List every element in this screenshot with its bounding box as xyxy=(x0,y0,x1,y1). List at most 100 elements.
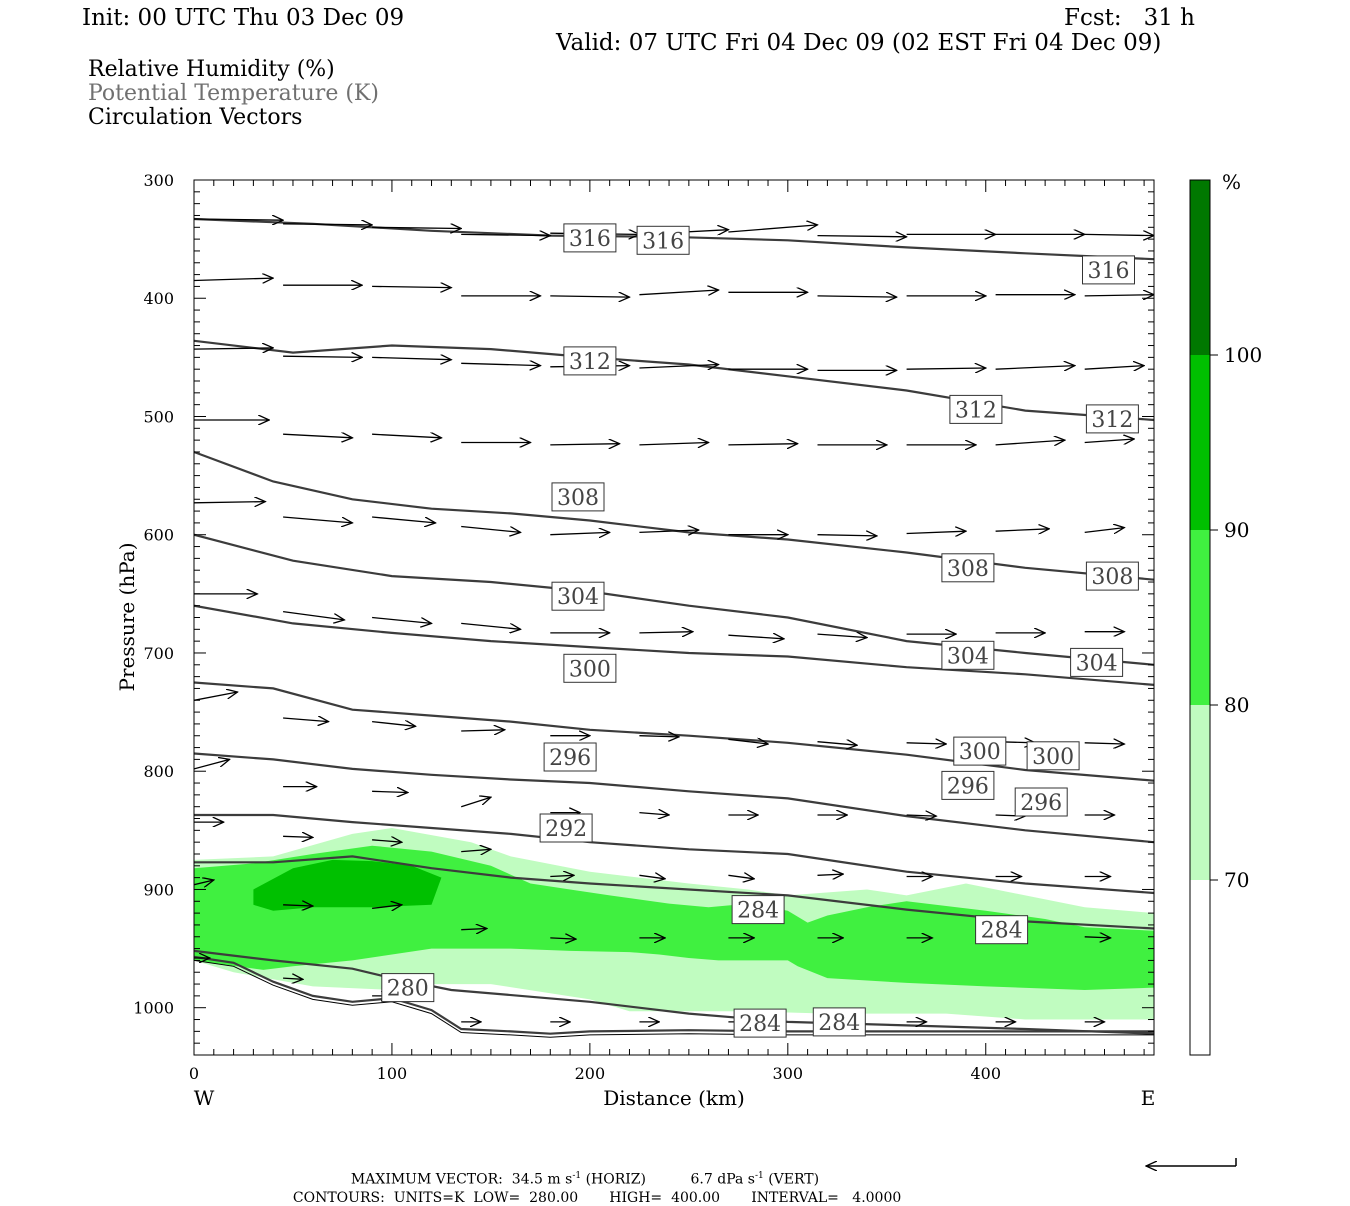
contour-label-316: 316 xyxy=(1088,259,1130,284)
contour-label-296: 296 xyxy=(549,746,591,771)
contour-label-box xyxy=(733,1008,787,1038)
contours-low-label: LOW= xyxy=(473,1190,521,1206)
contour-label-box xyxy=(563,223,617,253)
contour-label-296: 296 xyxy=(1020,791,1062,816)
circulation-vector xyxy=(550,875,574,876)
colorbar-frame xyxy=(1189,179,1211,1056)
circulation-vector xyxy=(461,730,505,731)
contour-label-box xyxy=(563,346,617,376)
circulation-vector xyxy=(550,296,629,297)
contour-label-300: 300 xyxy=(959,740,1001,765)
rh-fill-layer xyxy=(194,828,1154,1020)
circulation-vector xyxy=(728,444,797,445)
circulation-vector xyxy=(194,348,273,349)
contour-label-284: 284 xyxy=(818,1011,860,1036)
rh-colorbar: 70 80 90 100 xyxy=(1189,179,1262,1056)
circulation-vector xyxy=(372,357,451,359)
x-end-east: E xyxy=(1141,1086,1156,1110)
circulation-vector xyxy=(906,531,966,533)
contour-label-box xyxy=(941,640,995,670)
contours-low: 280.00 xyxy=(529,1190,579,1206)
circulation-vector xyxy=(461,929,487,930)
x-tick-label: 400 xyxy=(970,1064,1001,1083)
colorbar-level-label: 70 xyxy=(1224,868,1249,892)
circulation-vector xyxy=(817,742,858,746)
contour-label-box xyxy=(543,742,597,772)
circulation-vector xyxy=(1084,528,1125,533)
max-vert-value: 6.7 dPa s xyxy=(690,1171,755,1188)
colorbar-segment xyxy=(1190,355,1210,530)
contour-label-284: 284 xyxy=(981,919,1023,944)
contour-label-box xyxy=(1082,255,1135,285)
circulation-vector xyxy=(639,813,669,815)
circulation-vector xyxy=(817,296,897,297)
circulation-vector xyxy=(372,840,402,842)
contour-label-box xyxy=(949,394,1003,424)
x-end-west: W xyxy=(194,1086,215,1110)
reference-vector xyxy=(1146,1158,1237,1166)
contour-label-box xyxy=(941,553,995,583)
field-theta-label: Potential Temperature (K) xyxy=(88,81,379,106)
circulation-vector xyxy=(461,234,550,235)
x-tick-label: 200 xyxy=(575,1064,606,1083)
circulation-vector xyxy=(639,875,665,879)
colorbar-segment xyxy=(1190,705,1210,880)
colorbar-unit: % xyxy=(1222,170,1241,194)
circulation-vector xyxy=(372,227,461,228)
contour-label-box xyxy=(975,915,1029,945)
circulation-vector xyxy=(1084,439,1135,443)
max-vert-unit: (VERT) xyxy=(768,1171,820,1188)
contour-label-280: 280 xyxy=(387,977,429,1002)
circulation-vector xyxy=(283,836,313,837)
theta-contour-296 xyxy=(194,752,1154,844)
theta-contour-288 xyxy=(194,855,1154,930)
circulation-vector xyxy=(194,278,273,280)
contour-label-box xyxy=(1014,787,1068,817)
circulation-vector xyxy=(906,815,937,816)
circulation-vector xyxy=(639,736,679,737)
field-rh-label: Relative Humidity (%) xyxy=(88,57,335,82)
x-tick-label: 300 xyxy=(773,1064,804,1083)
circulation-vector xyxy=(1084,937,1111,938)
circulation-vector xyxy=(1084,366,1144,370)
contour-label-box xyxy=(551,581,605,611)
circulation-vector xyxy=(283,516,352,523)
circulation-vector xyxy=(639,530,698,532)
circulation-vector xyxy=(639,365,718,369)
contour-label-box xyxy=(731,895,785,925)
circulation-vector xyxy=(817,535,877,536)
contour-label-box xyxy=(941,770,995,800)
field-vectors-label: Circulation Vectors xyxy=(88,105,303,130)
contour-label-box xyxy=(381,973,435,1003)
colorbar-segment xyxy=(1190,180,1210,355)
contours-line: CONTOURS: UNITS=K LOW= 280.00 HIGH= 400.… xyxy=(284,1177,901,1205)
rh-region-90-100 xyxy=(253,859,442,911)
contours-interval: 4.0000 xyxy=(852,1190,902,1206)
circulation-vector xyxy=(283,978,303,979)
circulation-vector xyxy=(372,516,435,523)
circulation-vector xyxy=(283,905,313,906)
circulation-vector xyxy=(995,366,1075,370)
max-horiz-value: 34.5 m s xyxy=(511,1171,573,1188)
circulation-vector xyxy=(461,849,491,851)
x-tick-label: 0 xyxy=(189,1064,199,1083)
y-tick-label: 800 xyxy=(143,762,174,781)
contour-label-316: 316 xyxy=(642,229,684,254)
circulation-vector xyxy=(194,759,230,770)
contour-label-308: 308 xyxy=(557,486,599,511)
circulation-vector xyxy=(639,443,708,445)
contour-label-312: 312 xyxy=(955,398,997,423)
circulation-vector xyxy=(283,356,362,357)
max-vector-line: MAXIMUM VECTOR: 34.5 m s-1 (HORIZ) 6.7 d… xyxy=(342,1158,819,1187)
contour-label-312: 312 xyxy=(569,350,611,375)
contours-label: CONTOURS: xyxy=(292,1190,385,1206)
contour-label-box xyxy=(539,813,593,843)
circulation-vector xyxy=(550,444,619,445)
colorbar-level-label: 90 xyxy=(1224,518,1249,542)
circulation-vector xyxy=(372,905,402,909)
circulation-vector xyxy=(995,529,1050,531)
circulation-vector xyxy=(906,743,947,744)
circulation-vector xyxy=(817,874,844,875)
circulation-vector xyxy=(728,739,768,744)
